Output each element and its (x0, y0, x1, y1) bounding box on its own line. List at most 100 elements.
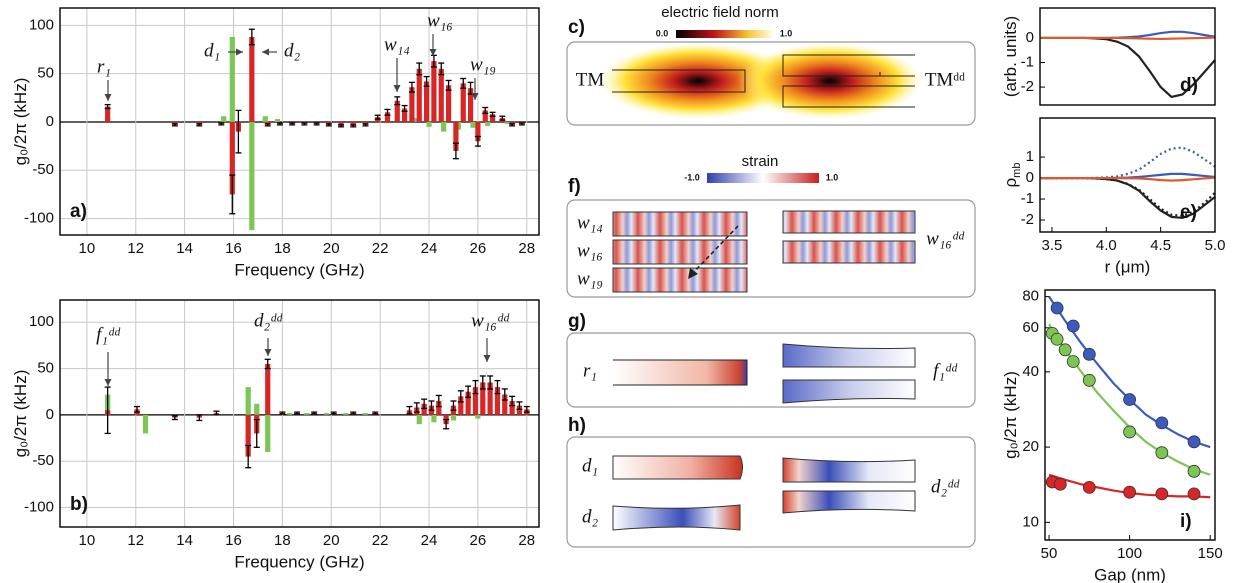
y-axis-title: (arb. units) (1001, 16, 1020, 97)
error-bar (472, 379, 479, 395)
waveguide (782, 54, 915, 108)
error-bar (104, 386, 111, 435)
y-tick-label: -100 (24, 499, 54, 516)
point (1187, 487, 1201, 501)
annotation: d₁ (204, 40, 220, 61)
annotation: w₁₉ (470, 54, 496, 75)
error-bar (523, 405, 530, 413)
annotation-arrow-head (104, 94, 112, 101)
y-tick-label: 50 (37, 360, 54, 377)
bar (465, 391, 471, 415)
panel-label: h) (568, 415, 586, 436)
x-tick-label: 16 (225, 532, 242, 549)
bar (245, 387, 251, 415)
point (1187, 435, 1201, 449)
annotation-arrow-head (429, 49, 437, 56)
panel-label: e) (1180, 202, 1197, 223)
annotation: w₁₆ᵈᵈ (471, 310, 510, 331)
error-bar (406, 405, 413, 415)
x-axis-title: Frequency (GHz) (234, 260, 364, 279)
bar (426, 121, 432, 127)
colorbar-min: 0.0 (656, 28, 669, 38)
bar (423, 81, 430, 122)
bar (509, 400, 515, 415)
bar (458, 396, 464, 415)
plot-frame (1039, 117, 1216, 233)
error-bar (325, 123, 332, 127)
colorbar-max: 1.0 (780, 28, 793, 38)
mode-label: d₂ᵈᵈ (931, 476, 960, 497)
y-tick-label: 50 (37, 65, 54, 82)
bar (229, 121, 235, 195)
y-tick-label: 0 (46, 406, 54, 423)
bar (516, 405, 523, 415)
panel-label: b) (70, 494, 88, 515)
bar (487, 382, 493, 415)
mode-profile (782, 343, 916, 368)
plot-area (1040, 8, 1215, 105)
mode-profile (782, 240, 916, 264)
error-bar (384, 108, 391, 116)
x-tick-label: 20 (323, 532, 340, 549)
bar (287, 413, 293, 415)
panel-label: g) (568, 311, 586, 332)
error-bar (313, 122, 320, 126)
error-bar (450, 400, 457, 411)
bar (338, 121, 344, 126)
x-tick-label: 14 (176, 532, 193, 549)
x-tick-label: 20 (323, 240, 340, 257)
error-bar (311, 411, 318, 415)
mode-label: w₁₆ᵈᵈ (926, 228, 965, 249)
bar (475, 121, 481, 142)
x-tick-label: 22 (372, 240, 389, 257)
x-tick-label: 10 (79, 240, 96, 257)
error-bar (421, 398, 428, 410)
error-bar (276, 122, 283, 126)
mode-profile (612, 239, 748, 265)
x-axis-title: Gap (nm) (1094, 565, 1166, 583)
x-tick-label: 26 (470, 240, 487, 257)
y-axis-title-text: (arb. units) (1001, 16, 1020, 97)
bar (245, 414, 251, 457)
error-bar (350, 124, 357, 128)
error-bar (501, 388, 508, 401)
error-bar (413, 402, 420, 413)
bar (265, 363, 271, 415)
mode-label: d₂ (582, 506, 599, 527)
bar (475, 414, 481, 419)
panel-label: f) (568, 176, 581, 197)
mode-profile (613, 360, 747, 385)
bar (489, 114, 496, 122)
bar (229, 36, 235, 122)
mode-label: TM (576, 69, 605, 90)
bar (350, 121, 356, 126)
y-axis-title: g₀/2π (kHz) (11, 370, 30, 458)
error-bar (213, 410, 220, 416)
bar (421, 403, 427, 415)
annotation: w₁₆ (427, 10, 453, 31)
bar (249, 121, 255, 231)
error-bar (465, 385, 472, 398)
annotation-arrow-head (264, 349, 272, 356)
x-tick-label: 12 (127, 532, 144, 549)
error-bar (474, 135, 481, 147)
y-axis-title-text: ρ (1001, 178, 1020, 188)
bar (304, 413, 310, 415)
error-bar (245, 444, 252, 469)
point (1155, 416, 1169, 430)
panel-label: c) (568, 17, 585, 38)
error-bar (428, 400, 435, 411)
x-axis-title: Frequency (GHz) (234, 552, 364, 571)
line (1041, 176, 1216, 217)
y-tick-label: -2 (1021, 78, 1034, 95)
y-tick-label: 100 (29, 16, 54, 33)
bar (105, 106, 111, 122)
y-tick-label: 60 (1022, 319, 1039, 336)
mode-profile (782, 490, 916, 514)
error-bar (516, 401, 523, 410)
y-axis-title-text: g₀/2π (kHz) (11, 78, 30, 166)
x-tick-label: 28 (518, 240, 535, 257)
mode-label: w₁₉ (577, 268, 603, 289)
y-tick-label: 100 (29, 313, 54, 330)
annotation-arrow-head (471, 93, 479, 100)
